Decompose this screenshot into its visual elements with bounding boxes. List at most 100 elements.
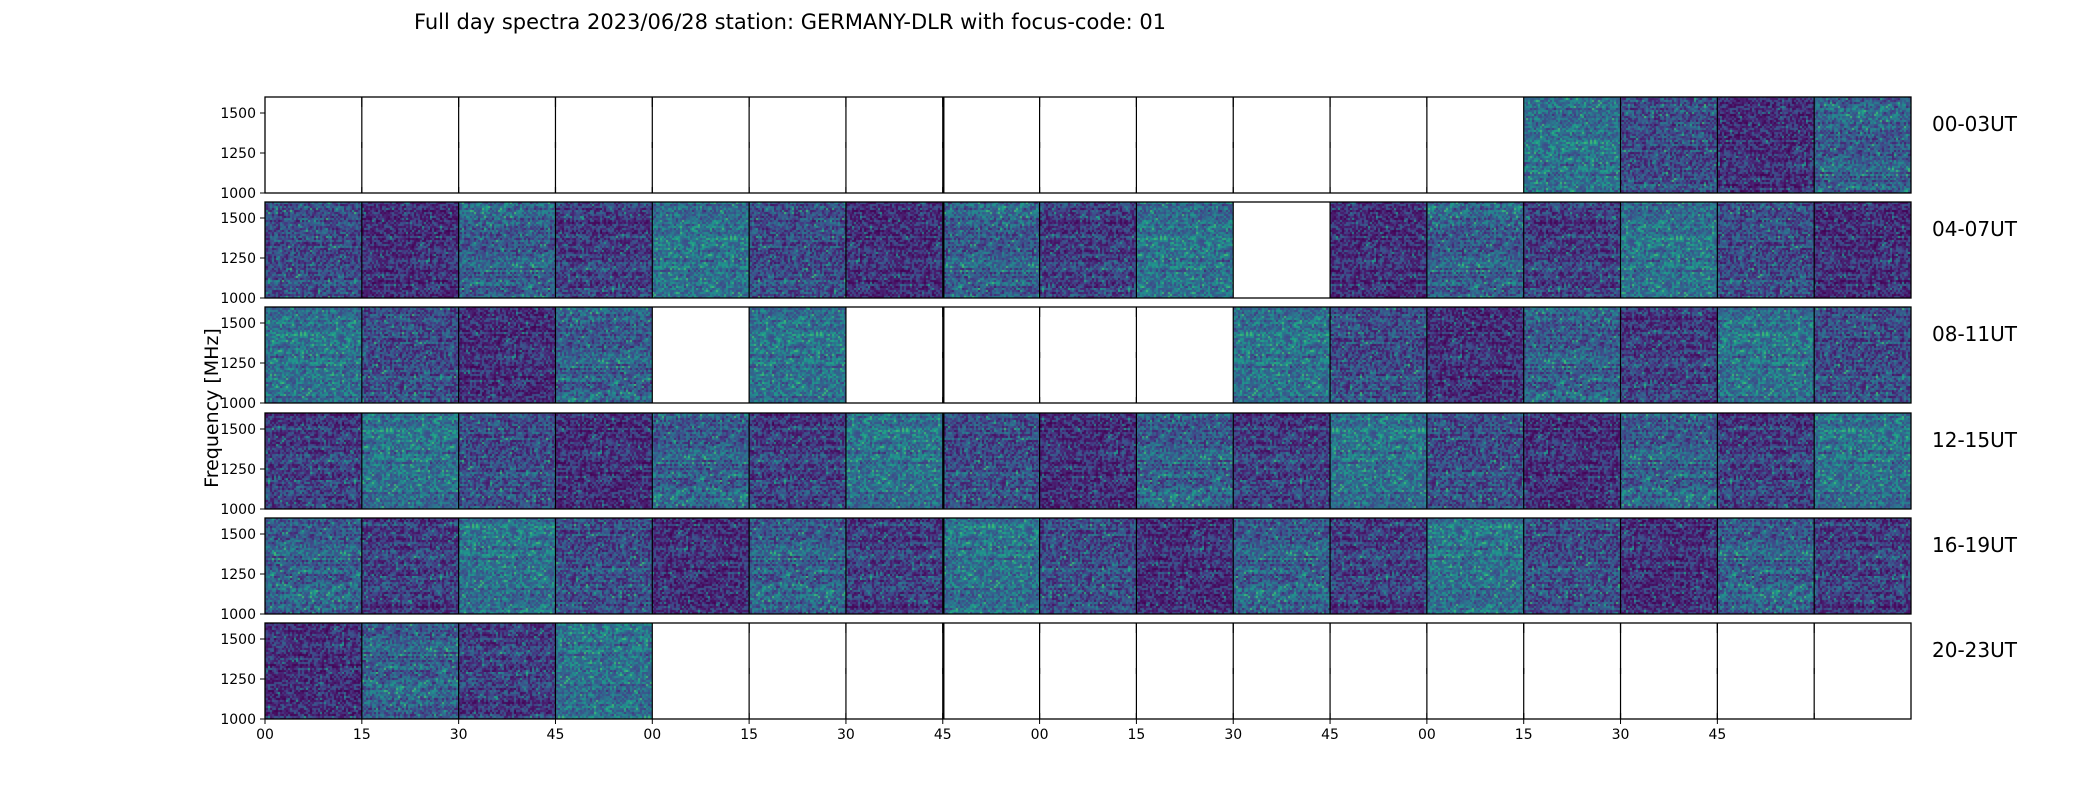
spectra-block <box>749 202 846 298</box>
x-tick-label: 15 <box>1515 727 1533 743</box>
spectra-block <box>845 518 943 614</box>
spectra-block <box>1426 413 1524 509</box>
x-tick-label: 30 <box>1224 727 1242 743</box>
spectra-block <box>555 413 653 509</box>
spectra-block <box>1136 518 1234 614</box>
spectra-block <box>1039 518 1137 614</box>
panel-frame <box>264 201 1912 299</box>
spectra-block <box>458 518 556 614</box>
spectra-block <box>749 413 846 509</box>
spectra-block <box>1620 97 1718 193</box>
spectra-block <box>1426 202 1524 298</box>
spectra-block <box>361 623 459 719</box>
spectra-block <box>1426 307 1524 403</box>
panel-label: 12-15UT <box>1932 428 2018 452</box>
spectra-block <box>845 202 943 298</box>
panel-12-15UT: 1500 1250 1000 12-15UT <box>220 412 2018 518</box>
y-tick-label: 1250 <box>220 462 256 478</box>
panel-frame <box>264 412 1912 510</box>
x-tick-label: 30 <box>1612 727 1630 743</box>
spectra-block <box>1426 518 1524 614</box>
y-tick-label: 1500 <box>220 316 256 332</box>
spectra-block <box>1330 202 1427 298</box>
y-tick-label: 1250 <box>220 567 256 583</box>
y-tick-label: 1000 <box>220 607 256 623</box>
y-tick-label: 1000 <box>220 396 256 412</box>
panel-frame <box>264 622 1912 720</box>
y-tick-label: 1000 <box>220 291 256 307</box>
spectra-block <box>1330 518 1427 614</box>
panel-frame <box>264 306 1912 404</box>
y-tick-label: 1000 <box>220 186 256 202</box>
spectra-block <box>1814 97 1911 193</box>
spectra-block <box>458 202 556 298</box>
y-tick-label: 1250 <box>220 356 256 372</box>
spectra-block <box>555 623 653 719</box>
spectra-block <box>1330 307 1427 403</box>
panel-00-03UT: 1500 1250 1000 00-03UT <box>220 96 2018 202</box>
spectra-block <box>1136 202 1234 298</box>
spectra-block <box>265 307 362 403</box>
spectra-block <box>749 307 846 403</box>
y-tick-label: 1000 <box>220 502 256 518</box>
spectra-block <box>1233 413 1331 509</box>
panel-label: 16-19UT <box>1932 533 2018 557</box>
spectra-block <box>1136 413 1234 509</box>
spectra-block <box>1620 413 1718 509</box>
panel-20-23UT: 1500 1250 1000 20-23UT <box>220 622 2018 728</box>
x-tick-label: 00 <box>1418 727 1436 743</box>
x-tick-label: 00 <box>643 727 661 743</box>
spectra-block <box>1717 518 1815 614</box>
spectra-block <box>1233 307 1331 403</box>
panel-frame <box>264 96 1912 194</box>
spectra-block <box>1523 202 1621 298</box>
x-tick-label: 15 <box>1127 727 1145 743</box>
spectra-block <box>1717 202 1815 298</box>
spectra-block <box>361 202 459 298</box>
x-tick-label: 45 <box>547 727 565 743</box>
spectra-block <box>265 413 362 509</box>
spectra-block <box>361 413 459 509</box>
spectra-block <box>942 518 1040 614</box>
panel-label: 00-03UT <box>1932 112 2018 136</box>
spectra-block <box>1717 97 1815 193</box>
spectra-block <box>1039 202 1137 298</box>
x-tick-label: 15 <box>740 727 758 743</box>
spectra-block <box>1039 413 1137 509</box>
spectra-block <box>265 623 362 719</box>
spectra-block <box>361 307 459 403</box>
spectra-block <box>1523 97 1621 193</box>
spectra-block <box>1814 413 1911 509</box>
spectra-block <box>555 518 653 614</box>
spectra-block <box>555 307 653 403</box>
panel-label: 04-07UT <box>1932 217 2018 241</box>
x-tick-label: 30 <box>837 727 855 743</box>
y-tick-label: 1500 <box>220 527 256 543</box>
spectra-block <box>652 202 750 298</box>
spectra-block <box>1717 307 1815 403</box>
panel-label: 20-23UT <box>1932 638 2018 662</box>
x-tick-label: 00 <box>256 727 274 743</box>
spectra-block <box>361 518 459 614</box>
y-tick-label: 1500 <box>220 632 256 648</box>
x-tick-label: 30 <box>450 727 468 743</box>
spectra-block <box>1620 307 1718 403</box>
spectra-block <box>1814 202 1911 298</box>
spectra-block <box>845 413 943 509</box>
y-tick-label: 1000 <box>220 712 256 728</box>
panel-08-11UT: 1500 1250 1000 08-11UT <box>220 306 2018 412</box>
x-tick-label: 45 <box>1708 727 1726 743</box>
y-tick-label: 1500 <box>220 106 256 122</box>
x-tick-label: 45 <box>934 727 952 743</box>
spectra-block <box>942 202 1040 298</box>
spectra-block <box>1717 413 1815 509</box>
spectra-block <box>1233 518 1331 614</box>
spectra-block <box>749 518 846 614</box>
x-tick-label: 15 <box>353 727 371 743</box>
spectra-block <box>458 307 556 403</box>
spectra-block <box>652 518 750 614</box>
spectra-block <box>1620 518 1718 614</box>
spectra-block <box>652 413 750 509</box>
panel-04-07UT: 1500 1250 1000 04-07UT <box>220 201 2018 307</box>
